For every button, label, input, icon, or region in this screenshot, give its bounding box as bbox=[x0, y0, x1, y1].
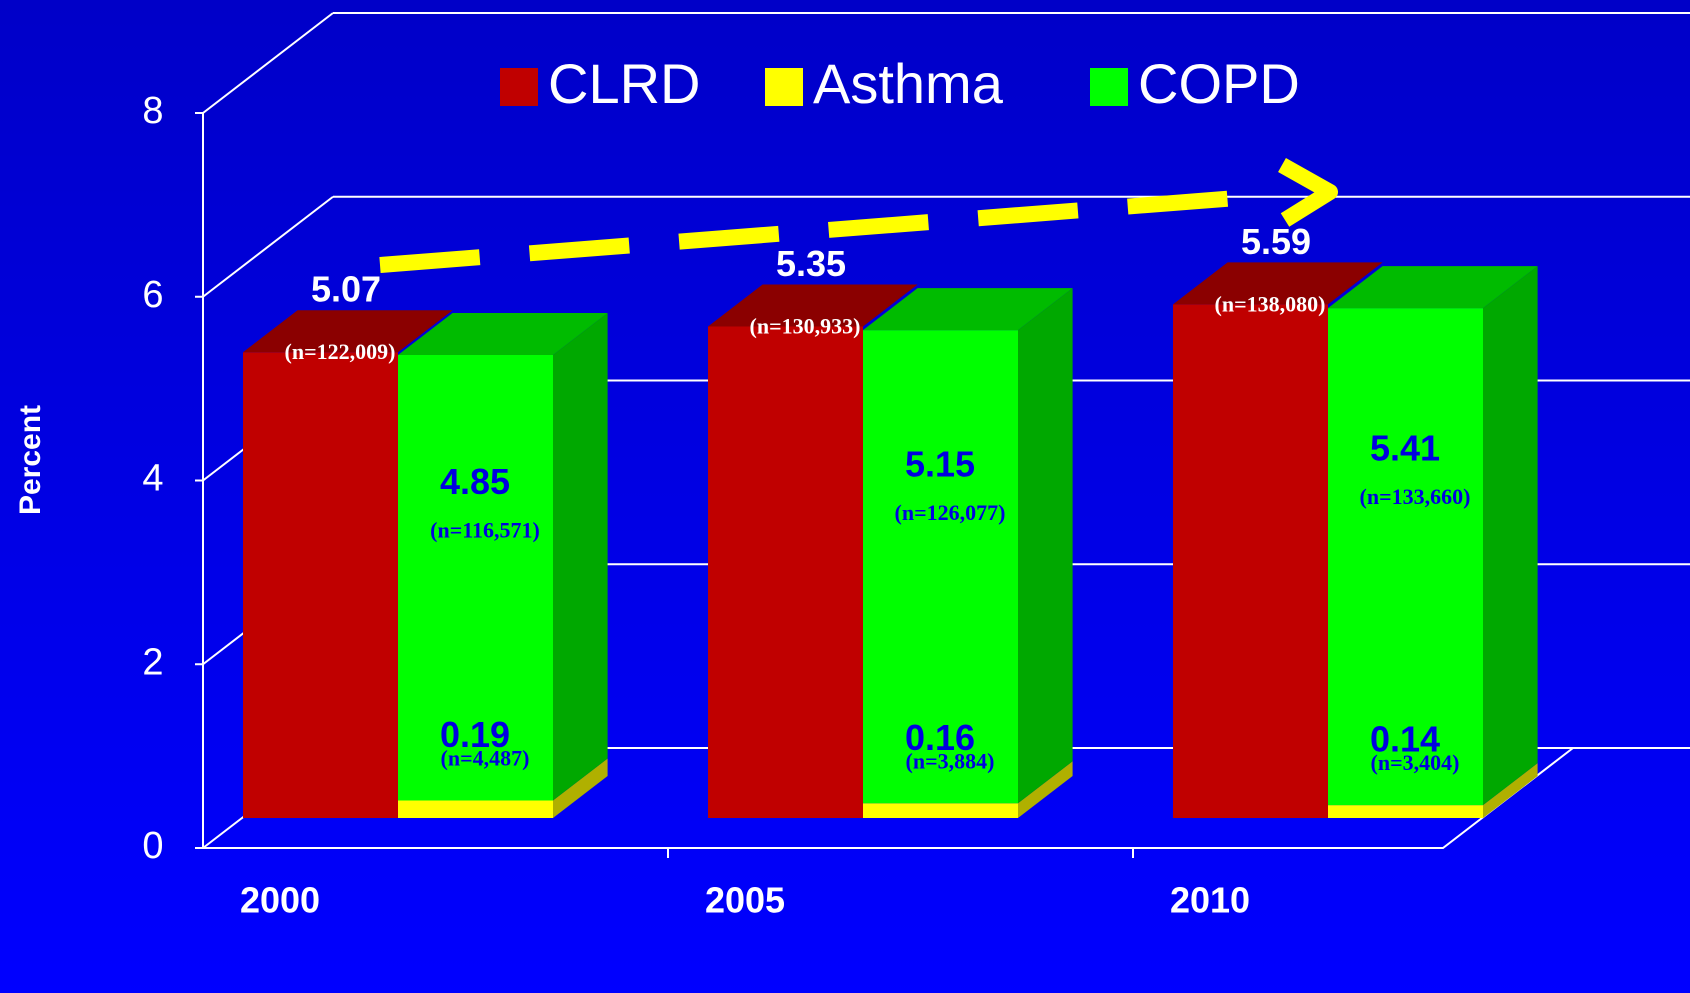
bar-top bbox=[863, 288, 1073, 331]
value-label: 0.19 bbox=[440, 714, 510, 755]
bar-side bbox=[553, 312, 608, 801]
legend-label: Asthma bbox=[813, 52, 1004, 115]
note-label: (n=138,080) bbox=[1215, 291, 1326, 316]
note-label: (n=116,571) bbox=[430, 518, 540, 543]
grid-line bbox=[202, 12, 334, 114]
note-label: (n=4,487) bbox=[441, 746, 530, 771]
y-tick-label: 6 bbox=[142, 274, 163, 316]
value-label: 4.85 bbox=[440, 461, 510, 502]
note-label: (n=130,933) bbox=[750, 314, 861, 339]
y-tick-label: 0 bbox=[142, 825, 163, 867]
bar-side bbox=[1483, 763, 1538, 818]
value-label: 5.07 bbox=[311, 269, 381, 310]
bar-top bbox=[1173, 262, 1383, 305]
legend-swatch bbox=[765, 68, 803, 106]
bar-front bbox=[1328, 805, 1483, 818]
bar-front bbox=[1173, 304, 1328, 818]
y-tick-label: 4 bbox=[142, 458, 163, 500]
arrow-head bbox=[1278, 158, 1338, 227]
bar-front bbox=[398, 354, 553, 801]
note-label: (n=133,660) bbox=[1360, 484, 1471, 509]
note-label: (n=122,009) bbox=[285, 339, 396, 364]
y-tick-label: 2 bbox=[142, 641, 163, 683]
note-label: (n=3,404) bbox=[1371, 750, 1460, 775]
x-tick-label: 2000 bbox=[240, 880, 320, 921]
bar-front bbox=[1328, 308, 1483, 806]
value-label: 0.16 bbox=[905, 717, 975, 758]
bar-top bbox=[1328, 266, 1538, 309]
y-axis-label: Percent bbox=[14, 405, 47, 515]
note-label: (n=3,884) bbox=[906, 748, 995, 773]
bar-side bbox=[553, 758, 608, 818]
bar-side bbox=[1483, 266, 1538, 806]
x-tick-label: 2005 bbox=[705, 880, 785, 921]
legend-swatch bbox=[1090, 68, 1128, 106]
bar-side bbox=[1018, 761, 1073, 818]
grid-line bbox=[202, 195, 334, 298]
value-label: 5.41 bbox=[1370, 427, 1440, 468]
bar-front bbox=[863, 330, 1018, 804]
bar-front bbox=[243, 352, 398, 818]
value-label: 5.59 bbox=[1241, 221, 1311, 262]
bar-top bbox=[708, 284, 918, 327]
legend-label: CLRD bbox=[548, 52, 700, 115]
bar-side bbox=[1018, 288, 1073, 804]
value-label: 5.15 bbox=[905, 443, 975, 484]
legend-swatch bbox=[500, 68, 538, 106]
bar-top bbox=[398, 312, 608, 355]
value-label: 0.14 bbox=[1370, 719, 1440, 760]
bar-front bbox=[863, 803, 1018, 818]
bar-front bbox=[398, 800, 553, 818]
note-label: (n=126,077) bbox=[895, 500, 1006, 525]
x-tick-label: 2010 bbox=[1170, 880, 1250, 921]
value-label: 5.35 bbox=[776, 243, 846, 284]
y-tick-label: 8 bbox=[142, 90, 163, 132]
bar-top bbox=[243, 310, 453, 353]
bar-front bbox=[708, 326, 863, 818]
legend-label: COPD bbox=[1138, 52, 1300, 115]
labels: 2000 2005 2010 CLRD Asthma COPD 5.07 (n=122,009… bbox=[240, 52, 1471, 921]
bars bbox=[243, 262, 1538, 818]
